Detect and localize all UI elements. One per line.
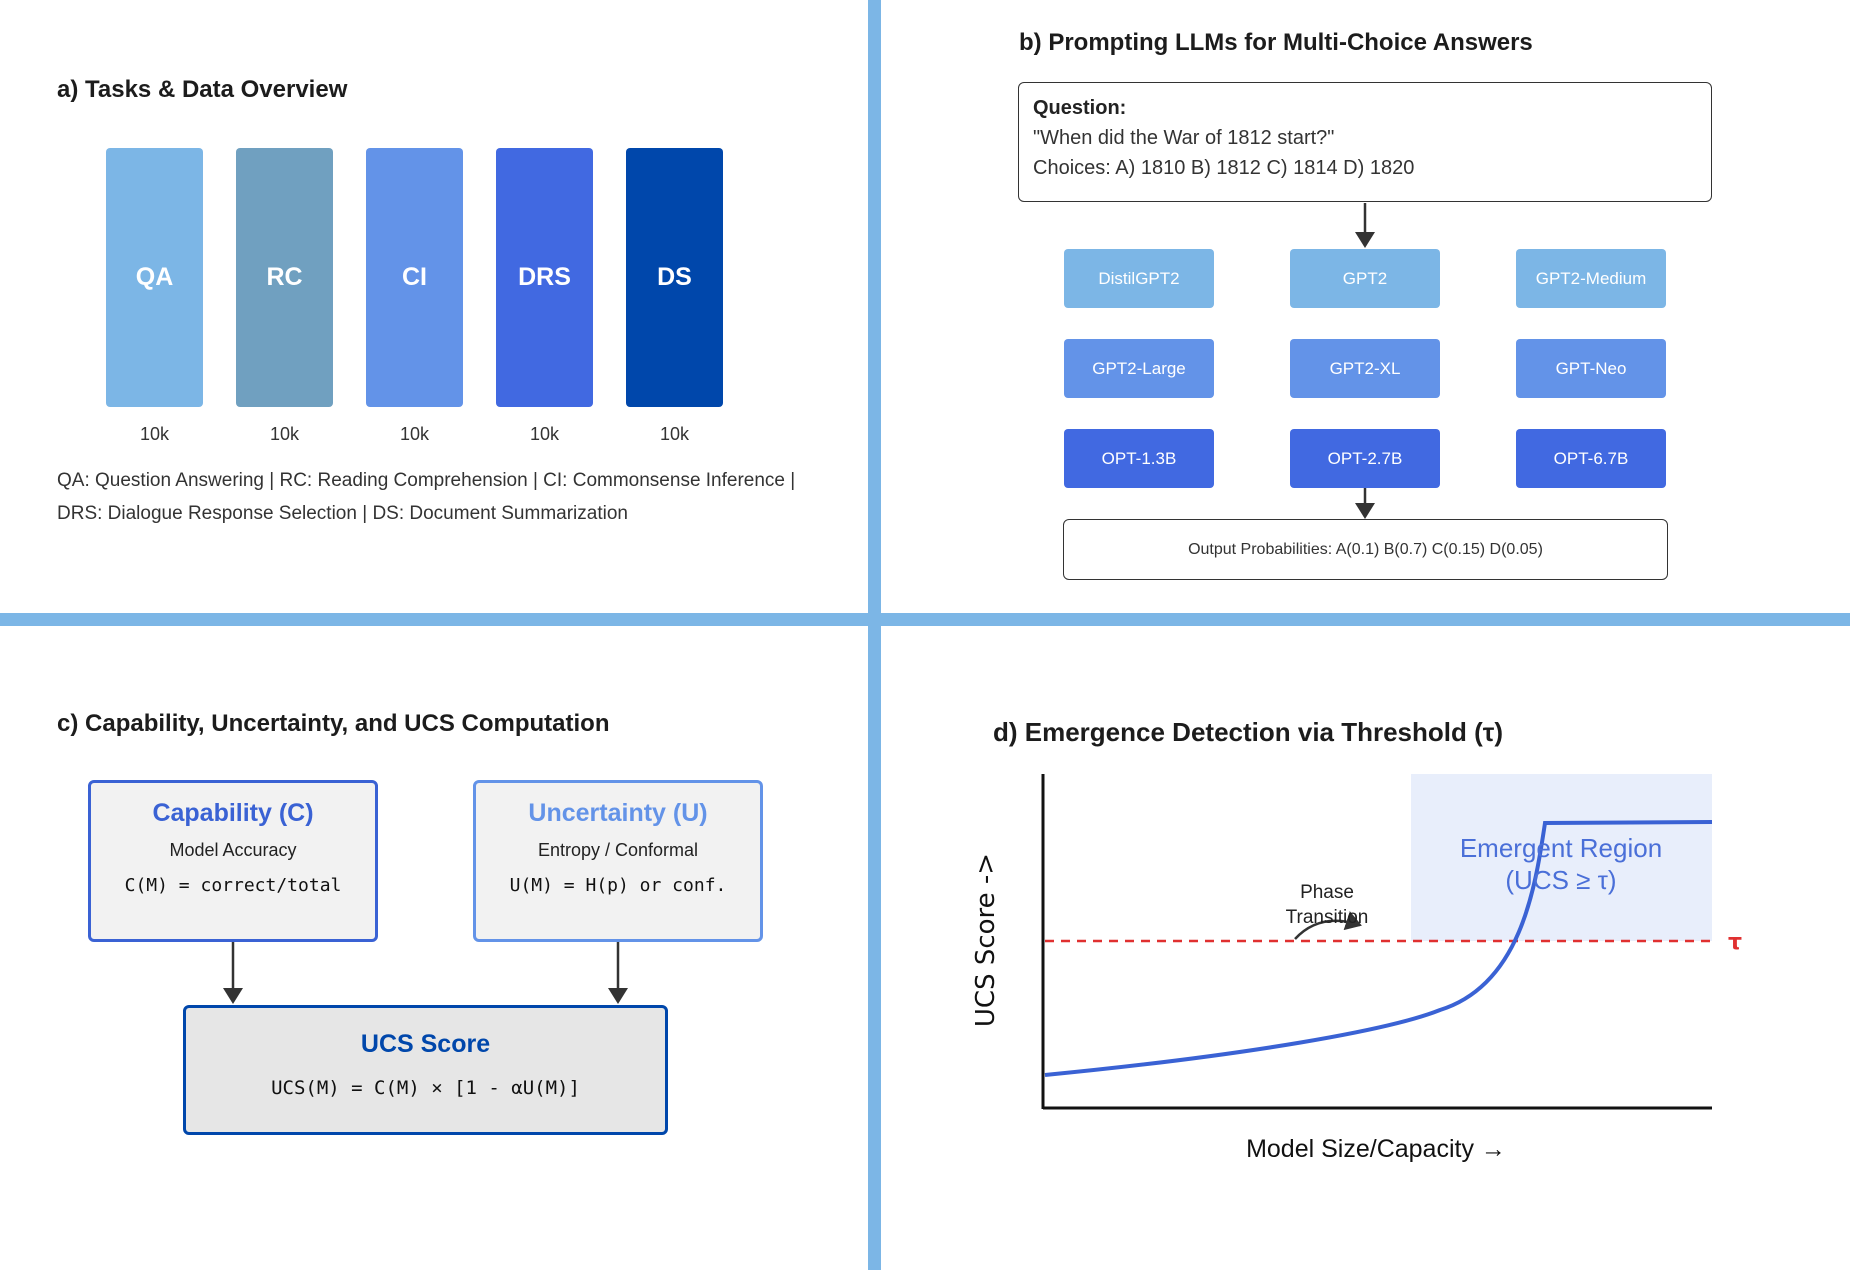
task-label: DS: [657, 263, 692, 291]
model-box-gpt2-large: GPT2-Large: [1064, 339, 1214, 398]
task-label: DRS: [518, 263, 571, 291]
task-count: 10k: [269, 424, 300, 444]
task-bar-ci: CI: [366, 148, 463, 407]
y-axis-label: UCS Score ->: [971, 853, 1001, 1027]
task-bar-drs: DRS: [496, 148, 593, 407]
model-box-gpt-neo: GPT-Neo: [1516, 339, 1666, 398]
task-count: 10k: [139, 424, 170, 444]
panel-d-title: d) Emergence Detection via Threshold (τ): [993, 717, 1504, 747]
phase-transition-label-1: Phase: [1300, 882, 1354, 903]
ucs-score-box: UCS Score UCS(M) = C(M) × [1 - αU(M)]: [183, 1005, 668, 1135]
uncertainty-box: Uncertainty (U) Entropy / Conformal U(M)…: [473, 780, 763, 942]
task-count: 10k: [399, 424, 430, 444]
model-box-opt-1-3b: OPT-1.3B: [1064, 429, 1214, 488]
choices-text: Choices: A) 1810 B) 1812 C) 1814 D) 1820: [1033, 157, 1415, 179]
task-count: 10k: [529, 424, 560, 444]
emergent-region: [1411, 774, 1712, 941]
horizontal-divider: [0, 613, 1850, 626]
capability-title: Capability (C): [152, 799, 314, 827]
task-label: CI: [402, 263, 427, 291]
task-bar-qa: QA: [106, 148, 203, 407]
panel-b-title: b) Prompting LLMs for Multi-Choice Answe…: [1019, 29, 1533, 56]
panel-c-title: c) Capability, Uncertainty, and UCS Comp…: [57, 710, 610, 737]
ucs-formula: UCS(M) = C(M) × [1 - αU(M)]: [271, 1077, 580, 1099]
phase-transition-label-2: Transition: [1286, 907, 1369, 928]
task-legend-line-1: QA: Question Answering | RC: Reading Com…: [57, 470, 796, 491]
task-bar-rc: RC: [236, 148, 333, 407]
ucs-curve: [1044, 820, 1713, 1077]
task-legend-line-2: DRS: Dialogue Response Selection | DS: D…: [57, 503, 628, 524]
model-box-opt-6-7b: OPT-6.7B: [1516, 429, 1666, 488]
emergent-region-label-1: Emergent Region: [1460, 833, 1662, 863]
capability-box: Capability (C) Model Accuracy C(M) = cor…: [88, 780, 378, 942]
uncertainty-subtitle: Entropy / Conformal: [537, 840, 699, 860]
question-box: Question: "When did the War of 1812 star…: [1018, 82, 1712, 202]
model-box-gpt2-xl: GPT2-XL: [1290, 339, 1440, 398]
panel-a-title: a) Tasks & Data Overview: [57, 76, 348, 103]
vertical-divider: [868, 0, 881, 1270]
model-box-opt-2-7b: OPT-2.7B: [1290, 429, 1440, 488]
model-box-gpt2-medium: GPT2-Medium: [1516, 249, 1666, 308]
x-axis-label: Model Size/Capacity →: [1246, 1135, 1506, 1163]
emergent-region-label-2: (UCS ≥ τ): [1505, 865, 1616, 895]
uncertainty-title: Uncertainty (U): [528, 799, 708, 827]
task-count: 10k: [659, 424, 690, 444]
task-label: RC: [266, 263, 303, 291]
model-box-distilgpt2: DistilGPT2: [1064, 249, 1214, 308]
capability-subtitle: Model Accuracy: [169, 840, 297, 860]
uncertainty-formula: U(M) = H(p) or conf.: [509, 875, 727, 896]
task-label: QA: [135, 263, 174, 291]
question-label: Question:: [1033, 97, 1127, 119]
threshold-label: τ: [1728, 930, 1742, 955]
capability-formula: C(M) = correct/total: [124, 875, 342, 896]
phase-transition-arrow: [1294, 911, 1362, 940]
question-text: "When did the War of 1812 start?": [1033, 127, 1335, 149]
model-box-gpt2: GPT2: [1290, 249, 1440, 308]
task-bar-ds: DS: [626, 148, 723, 407]
output-probabilities-box: Output Probabilities: A(0.1) B(0.7) C(0.…: [1063, 519, 1668, 580]
ucs-title: UCS Score: [360, 1030, 491, 1058]
